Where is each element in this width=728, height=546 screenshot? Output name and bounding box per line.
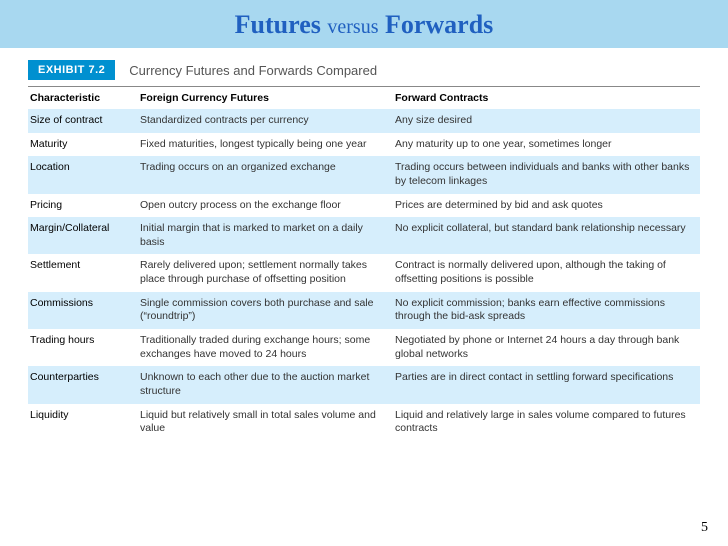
cell-characteristic: Trading hours <box>28 329 138 366</box>
cell-characteristic: Settlement <box>28 254 138 291</box>
cell-forwards: Trading occurs between individuals and b… <box>393 156 700 193</box>
table-header-row: Characteristic Foreign Currency Futures … <box>28 87 700 110</box>
cell-futures: Unknown to each other due to the auction… <box>138 366 393 403</box>
cell-futures: Single commission covers both purchase a… <box>138 292 393 329</box>
cell-futures: Trading occurs on an organized exchange <box>138 156 393 193</box>
exhibit-header: EXHIBIT 7.2 Currency Futures and Forward… <box>28 60 700 80</box>
cell-characteristic: Pricing <box>28 194 138 218</box>
cell-forwards: Any maturity up to one year, sometimes l… <box>393 133 700 157</box>
table-body: Size of contractStandardized contracts p… <box>28 109 700 441</box>
exhibit-title: Currency Futures and Forwards Compared <box>115 63 377 78</box>
table-row: MaturityFixed maturities, longest typica… <box>28 133 700 157</box>
col-header-forwards: Forward Contracts <box>393 87 700 110</box>
cell-characteristic: Size of contract <box>28 109 138 133</box>
cell-futures: Liquid but relatively small in total sal… <box>138 404 393 441</box>
table-row: PricingOpen outcry process on the exchan… <box>28 194 700 218</box>
cell-characteristic: Liquidity <box>28 404 138 441</box>
cell-futures: Fixed maturities, longest typically bein… <box>138 133 393 157</box>
cell-futures: Rarely delivered upon; settlement normal… <box>138 254 393 291</box>
cell-forwards: Liquid and relatively large in sales vol… <box>393 404 700 441</box>
cell-characteristic: Commissions <box>28 292 138 329</box>
table-row: Trading hoursTraditionally traded during… <box>28 329 700 366</box>
page-number: 5 <box>701 520 708 536</box>
table-row: Margin/CollateralInitial margin that is … <box>28 217 700 254</box>
cell-futures: Standardized contracts per currency <box>138 109 393 133</box>
table-row: SettlementRarely delivered upon; settlem… <box>28 254 700 291</box>
title-part-a: Futures <box>235 10 328 39</box>
table-row: CommissionsSingle commission covers both… <box>28 292 700 329</box>
cell-forwards: No explicit collateral, but standard ban… <box>393 217 700 254</box>
table-row: LocationTrading occurs on an organized e… <box>28 156 700 193</box>
cell-characteristic: Location <box>28 156 138 193</box>
content-area: EXHIBIT 7.2 Currency Futures and Forward… <box>0 48 728 441</box>
cell-futures: Open outcry process on the exchange floo… <box>138 194 393 218</box>
cell-characteristic: Counterparties <box>28 366 138 403</box>
cell-futures: Initial margin that is marked to market … <box>138 217 393 254</box>
cell-forwards: No explicit commission; banks earn effec… <box>393 292 700 329</box>
col-header-characteristic: Characteristic <box>28 87 138 110</box>
cell-forwards: Negotiated by phone or Internet 24 hours… <box>393 329 700 366</box>
title-band: Futures versus Forwards <box>0 0 728 48</box>
page-title: Futures versus Forwards <box>235 10 494 39</box>
cell-forwards: Parties are in direct contact in settlin… <box>393 366 700 403</box>
exhibit-badge: EXHIBIT 7.2 <box>28 60 115 80</box>
title-part-versus: versus <box>327 16 378 38</box>
cell-characteristic: Maturity <box>28 133 138 157</box>
comparison-table: Characteristic Foreign Currency Futures … <box>28 86 700 441</box>
cell-characteristic: Margin/Collateral <box>28 217 138 254</box>
cell-forwards: Prices are determined by bid and ask quo… <box>393 194 700 218</box>
cell-forwards: Contract is normally delivered upon, alt… <box>393 254 700 291</box>
title-part-c: Forwards <box>378 10 493 39</box>
table-row: CounterpartiesUnknown to each other due … <box>28 366 700 403</box>
col-header-futures: Foreign Currency Futures <box>138 87 393 110</box>
table-row: LiquidityLiquid but relatively small in … <box>28 404 700 441</box>
cell-futures: Traditionally traded during exchange hou… <box>138 329 393 366</box>
cell-forwards: Any size desired <box>393 109 700 133</box>
table-row: Size of contractStandardized contracts p… <box>28 109 700 133</box>
